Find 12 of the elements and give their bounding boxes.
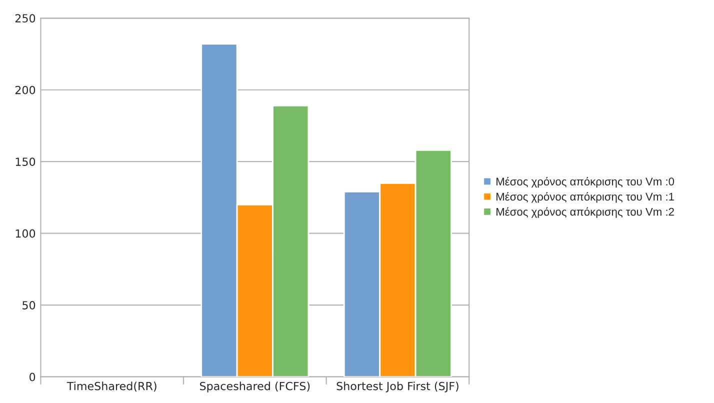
- y-tick-label: 100: [16, 229, 36, 238]
- x-tick-label: Shortest Job First (SJF): [336, 382, 458, 392]
- x-tick-label: TimeShared(RR): [66, 382, 156, 392]
- y-tick-label: 150: [16, 158, 36, 166]
- y-tick-label: 250: [15, 14, 36, 23]
- y-tick-label: 50: [22, 301, 36, 310]
- y-tick-label: 200: [15, 86, 36, 94]
- legend-label: Μέσος χρόνος απόκρισης του Vm :0: [496, 177, 674, 188]
- legend-label: Μέσος χρόνος απόκρισης του Vm :1: [496, 192, 674, 203]
- legend-label: Μέσος χρόνος απόκρισης του Vm :2: [496, 207, 674, 218]
- x-tick-label: Spaceshared (FCFS): [200, 382, 310, 392]
- y-tick-label: 0: [30, 372, 36, 382]
